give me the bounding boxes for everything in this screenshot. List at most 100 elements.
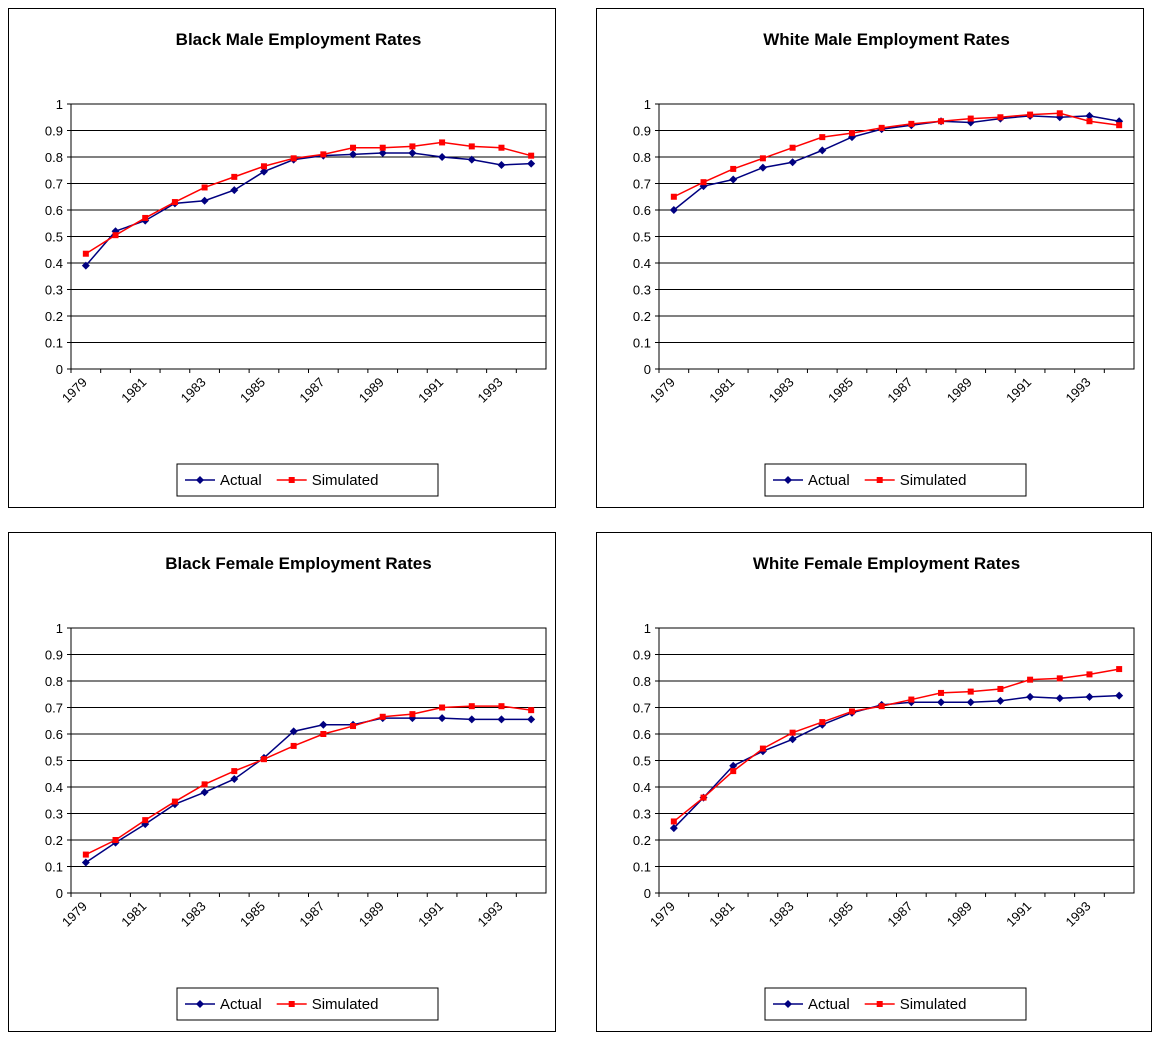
marker: [818, 146, 827, 155]
marker: [527, 715, 536, 724]
x-tick-label: 1993: [1063, 375, 1094, 406]
y-tick-label: 0.8: [45, 150, 63, 165]
y-tick-label: 0.2: [45, 833, 63, 848]
marker: [669, 824, 678, 833]
y-tick-label: 0.9: [45, 648, 63, 663]
marker: [319, 720, 328, 729]
marker: [878, 703, 885, 710]
legend-marker: [784, 476, 792, 484]
y-tick-label: 0.2: [45, 309, 63, 324]
y-tick-label: 0.4: [633, 780, 651, 795]
y-tick-label: 0.4: [633, 256, 651, 271]
legend-box: [176, 463, 439, 497]
marker: [527, 159, 536, 168]
y-tick-label: 0: [56, 362, 63, 377]
legend-label: Actual: [220, 996, 262, 1013]
marker: [788, 158, 797, 167]
x-tick-label: 1989: [356, 375, 387, 406]
marker: [438, 714, 447, 723]
series-line: [85, 141, 532, 255]
legend-marker: [876, 477, 883, 483]
x-tick-label: 1979: [647, 899, 678, 930]
marker: [171, 199, 178, 206]
marker: [1085, 111, 1094, 120]
x-tick-label: 1993: [475, 899, 506, 930]
y-tick-label: 0.3: [633, 807, 651, 822]
y-tick-label: 0.1: [633, 336, 651, 351]
y-tick-label: 0.6: [633, 203, 651, 218]
marker: [819, 134, 826, 141]
x-tick-label: 1981: [118, 375, 149, 406]
legend-label: Simulated: [312, 996, 379, 1013]
chart: Black Male Employment Rates 0 0.1 0.2 0.3 0.4…: [45, 30, 547, 497]
y-tick-label: 0.8: [45, 674, 63, 689]
marker: [819, 719, 826, 726]
chart-title: Black Male Employment Rates: [176, 30, 422, 49]
x-tick-label: 1993: [1063, 899, 1094, 930]
marker: [759, 745, 766, 752]
y-tick-label: 0.3: [633, 283, 651, 298]
marker: [1026, 692, 1035, 701]
marker: [408, 149, 417, 158]
marker: [409, 711, 416, 718]
marker: [409, 143, 416, 150]
marker: [1086, 671, 1093, 678]
marker: [878, 124, 885, 131]
y-tick-label: 0.6: [45, 727, 63, 742]
x-tick-label: 1989: [944, 375, 975, 406]
chart: White Male Employment Rates 0 0.1 0.2 0.3 0.4…: [633, 30, 1135, 497]
y-tick-label: 0.7: [45, 701, 63, 716]
marker: [758, 163, 767, 172]
legend-marker: [876, 1001, 883, 1007]
chart: White Female Employment Rates 0 0.1 0.2 0.3 0…: [633, 554, 1135, 1021]
marker: [729, 175, 738, 184]
x-tick-label: 1979: [59, 375, 90, 406]
y-tick-label: 0.9: [633, 648, 651, 663]
y-tick-label: 0: [644, 886, 651, 901]
marker: [967, 688, 974, 695]
y-tick-label: 1: [56, 97, 63, 112]
y-tick-label: 0.2: [633, 833, 651, 848]
marker: [966, 698, 975, 707]
marker: [379, 144, 386, 151]
y-tick-label: 0.4: [45, 780, 63, 795]
y-tick-label: 0: [56, 886, 63, 901]
chart-panel: Black Male Employment Rates 0 0.1 0.2 0.3 0.4…: [8, 8, 556, 508]
y-tick-label: 1: [644, 97, 651, 112]
marker: [1027, 676, 1034, 683]
marker: [789, 144, 796, 151]
marker: [259, 167, 268, 176]
marker: [908, 696, 915, 703]
x-tick-label: 1989: [356, 899, 387, 930]
marker: [700, 179, 707, 186]
marker: [497, 160, 506, 169]
marker: [789, 729, 796, 736]
x-tick-label: 1985: [825, 375, 856, 406]
marker: [730, 165, 737, 172]
y-tick-label: 0.2: [633, 309, 651, 324]
x-tick-label: 1991: [1003, 375, 1034, 406]
marker: [378, 149, 387, 158]
y-tick-label: 0.9: [45, 124, 63, 139]
series-line: [673, 115, 1120, 211]
legend-marker: [288, 477, 295, 483]
marker: [497, 715, 506, 724]
x-tick-label: 1985: [825, 899, 856, 930]
marker: [142, 817, 149, 824]
y-tick-label: 1: [56, 621, 63, 636]
y-tick-label: 0.1: [45, 336, 63, 351]
marker: [439, 139, 446, 146]
marker: [200, 196, 209, 205]
y-tick-label: 0.1: [633, 860, 651, 875]
marker: [700, 794, 707, 801]
x-tick-label: 1989: [944, 899, 975, 930]
x-tick-label: 1981: [706, 375, 737, 406]
marker: [1115, 691, 1124, 700]
legend-box: [764, 987, 1027, 1021]
marker: [1116, 122, 1123, 129]
chart-title: White Female Employment Rates: [753, 554, 1020, 573]
marker: [848, 130, 855, 137]
y-tick-label: 0.5: [45, 754, 63, 769]
marker: [141, 820, 150, 829]
